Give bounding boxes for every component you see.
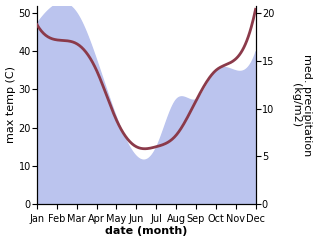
X-axis label: date (month): date (month) bbox=[105, 227, 187, 236]
Y-axis label: max temp (C): max temp (C) bbox=[5, 66, 16, 143]
Y-axis label: med. precipitation
(kg/m2): med. precipitation (kg/m2) bbox=[291, 54, 313, 156]
